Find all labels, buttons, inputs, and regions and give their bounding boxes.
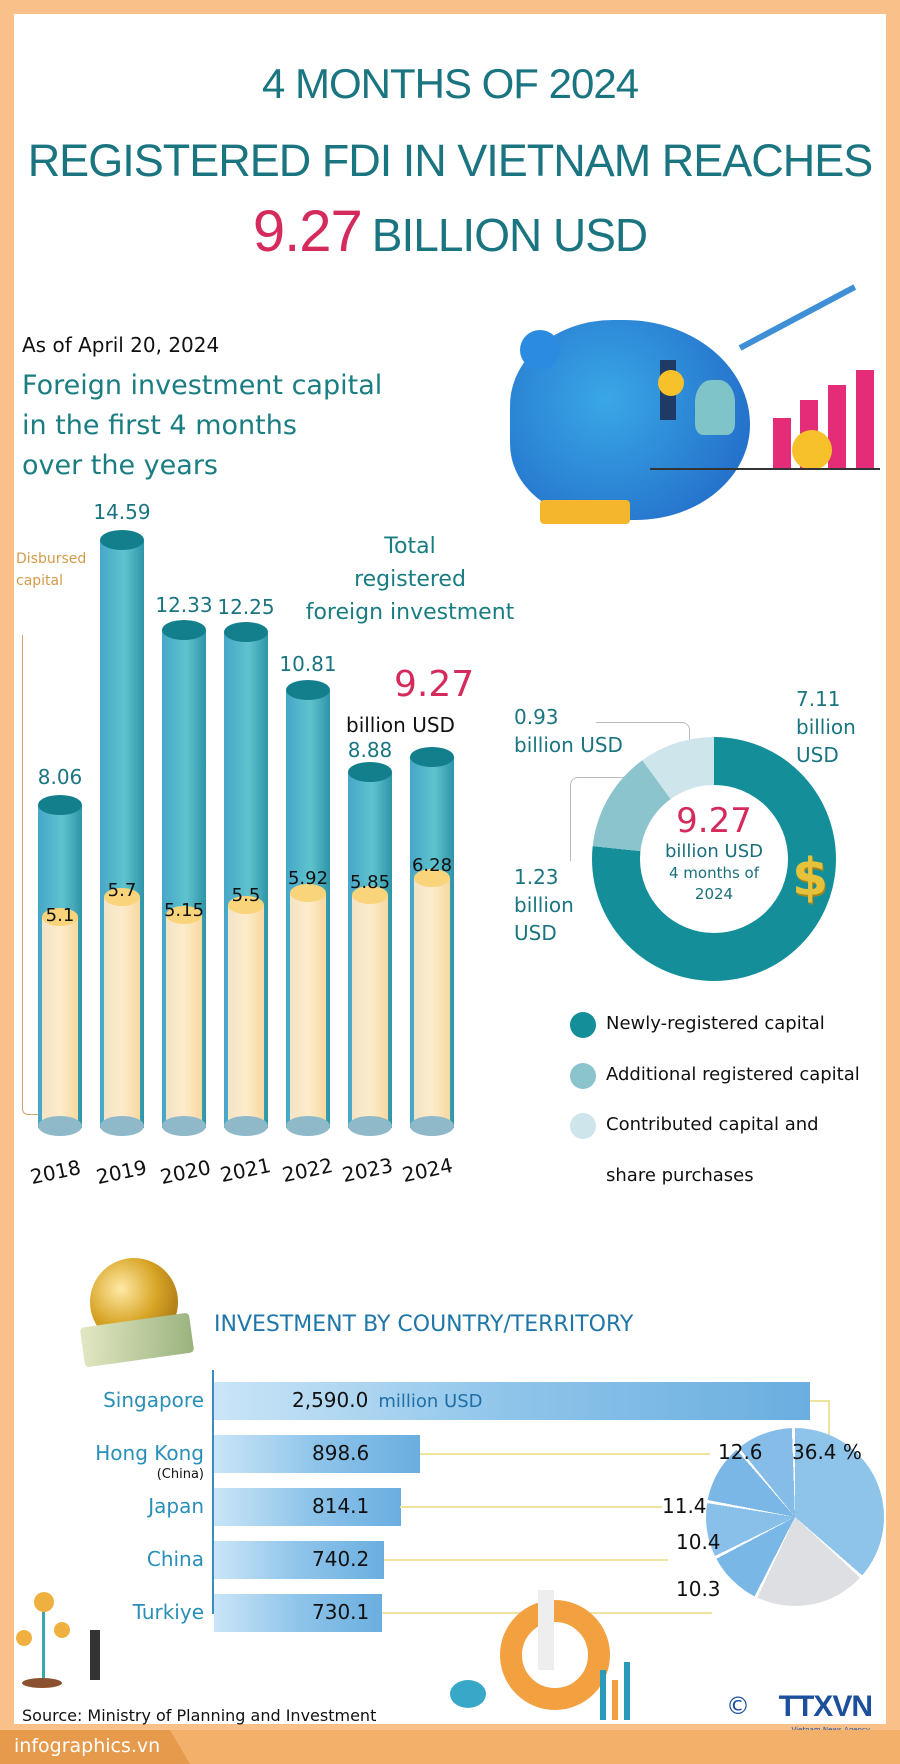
as-of-date: As of April 20, 2024 [22,333,220,357]
country-value: 740.2 [312,1547,370,1571]
analytics-illustration [450,1580,670,1730]
subtitle-line: over the years [22,450,218,481]
leader-line [828,1400,830,1438]
headline-unit: BILLION USD [371,209,648,261]
label-line: 7.11 [796,687,841,711]
donut-label-new: 7.11 billion USD [796,685,856,769]
investment-illustration [500,284,880,530]
disbursed-value: 5.5 [231,885,261,906]
country-value: 898.6 [312,1441,370,1465]
legend-swatch-additional [570,1063,596,1089]
country-bar-turkiye [214,1594,382,1632]
total-value: 12.33 [155,593,213,617]
subtitle-line: Foreign investment capital [22,370,383,401]
label-line: foreign investment [305,600,515,625]
country-bar-china [214,1541,384,1579]
title-line-1: 4 MONTHS OF 2024 [261,60,639,107]
country-value: 814.1 [312,1494,370,1518]
label-line: Disbursed [16,551,87,567]
disbursed-value: 6.28 [411,855,453,876]
headline-value: 9.27 [252,199,363,264]
legend-label: Newly-registered capital [606,1013,825,1034]
total-value: 14.59 [93,500,151,524]
donut-label-contributed: 0.93 billion USD [514,703,623,759]
source-note: Source: Ministry of Planning and Investm… [22,1706,377,1725]
label-line: billion [514,893,574,917]
value-text: 2,590.0 [292,1388,369,1412]
copyright-symbol: © [726,1692,750,1720]
label-line: Total [384,534,436,559]
total-value: 8.88 [347,738,393,762]
country-label: Singapore [103,1388,204,1412]
country-bar-hongkong [214,1435,420,1473]
unit-text: million USD [378,1391,483,1412]
country-label: Japan [148,1494,204,1518]
label-line: USD [796,743,839,767]
legend-label: Additional registered capital [606,1064,860,1085]
money-tree-illustration [10,1590,110,1690]
disbursed-value: 5.1 [45,905,75,926]
country-bar-singapore [214,1382,810,1420]
total-value: 8.06 [37,765,83,789]
donut-center-value: 9.27 [676,801,752,841]
donut-center-unit: billion USD [664,841,764,862]
donut-center: 9.27 billion USD 4 months of 2024 [640,785,788,933]
section-title: INVESTMENT BY COUNTRY/TERRITORY [214,1312,634,1337]
title-line-3: 9.27 BILLION USD [0,198,900,265]
legend-label: Contributed capital and [606,1114,819,1135]
disbursed-capital-label: Disbursed capital [16,548,86,592]
label-line: capital [16,573,64,589]
disbursed-value: 5.85 [349,872,391,893]
total-registered-label: Total registered foreign investment [300,530,520,629]
pie-label: 11.4 [662,1494,707,1518]
label-line: USD [514,921,557,945]
chart-subtitle: Foreign investment capital in the first … [22,366,442,486]
highlight-value: 9.27 [394,664,475,705]
highlight-unit: billion USD [346,713,455,737]
footer-tag [0,1730,190,1764]
donut-label-additional: 1.23 billion USD [514,863,574,947]
legend-label: share purchases [606,1165,754,1186]
disbursed-value: 5.15 [163,900,205,921]
label-line: billion [796,715,856,739]
leader-line [596,722,690,742]
leader-line [400,1506,662,1508]
title-line-2: REGISTERED FDI IN VIETNAM REACHES [27,135,874,186]
label-line: billion USD [514,733,623,757]
leader-line [570,777,650,861]
capital-donut-chart: 9.27 billion USD 4 months of 2024 [592,737,836,981]
pie-label: 10.3 [676,1577,721,1601]
country-label: China [146,1547,204,1571]
pie-label: 10.4 [676,1530,721,1554]
disbursed-value: 5.92 [287,868,329,889]
leader-line [384,1559,668,1561]
leader-line [810,1400,830,1402]
legend-swatch-new [570,1012,596,1038]
donut-center-period: 4 months of [668,864,760,882]
legend-swatch-contributed [570,1113,596,1139]
leader-line [420,1453,710,1455]
country-share-pie [706,1428,884,1606]
disbursed-value: 5.7 [107,880,137,901]
dollar-sign-icon: $ [792,848,829,908]
bar-axis [212,1370,214,1614]
donut-center-period: 2024 [694,885,734,903]
subtitle-line: in the first 4 months [22,410,297,441]
site-link[interactable]: infographics.vn [14,1735,161,1757]
country-sublabel: (China) [156,1467,204,1482]
country-label: Hong Kong [95,1441,204,1465]
pie-label: 36.4 % [792,1440,862,1464]
ttxvn-logo: TTXVN [778,1690,873,1723]
total-value: 10.81 [279,652,337,676]
country-label: Turkiye [132,1600,204,1624]
country-value: 730.1 [312,1600,370,1624]
label-line: 0.93 [514,705,559,729]
label-line: registered [354,567,466,592]
label-line: 1.23 [514,865,559,889]
total-value: 12.25 [217,595,275,619]
pie-label: 12.6 [718,1440,763,1464]
country-bar-japan [214,1488,401,1526]
country-value: 2,590.0 million USD [292,1388,483,1412]
